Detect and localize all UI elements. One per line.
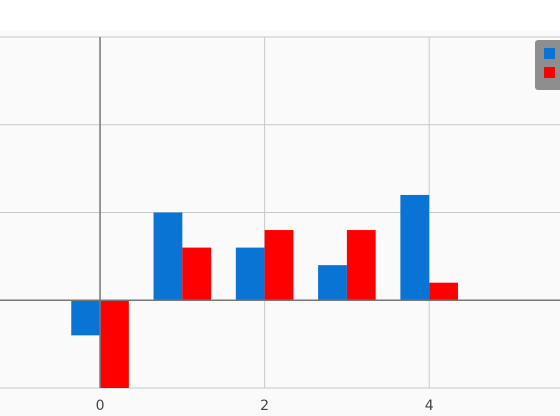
x-tick-label: 0 [96, 398, 105, 414]
bar [182, 247, 212, 301]
bar [100, 300, 129, 388]
legend-swatch [544, 67, 555, 78]
bar [429, 282, 458, 301]
bar [318, 265, 347, 301]
legend [535, 40, 560, 90]
x-tick-label: 4 [425, 398, 434, 414]
bar [153, 212, 183, 301]
x-tick-label: 2 [260, 398, 269, 414]
bar [400, 194, 430, 301]
bar [346, 230, 376, 301]
bar [71, 300, 101, 336]
status-bar [0, 0, 560, 30]
bar [235, 247, 265, 301]
bar [264, 230, 294, 301]
legend-swatch [544, 48, 555, 59]
